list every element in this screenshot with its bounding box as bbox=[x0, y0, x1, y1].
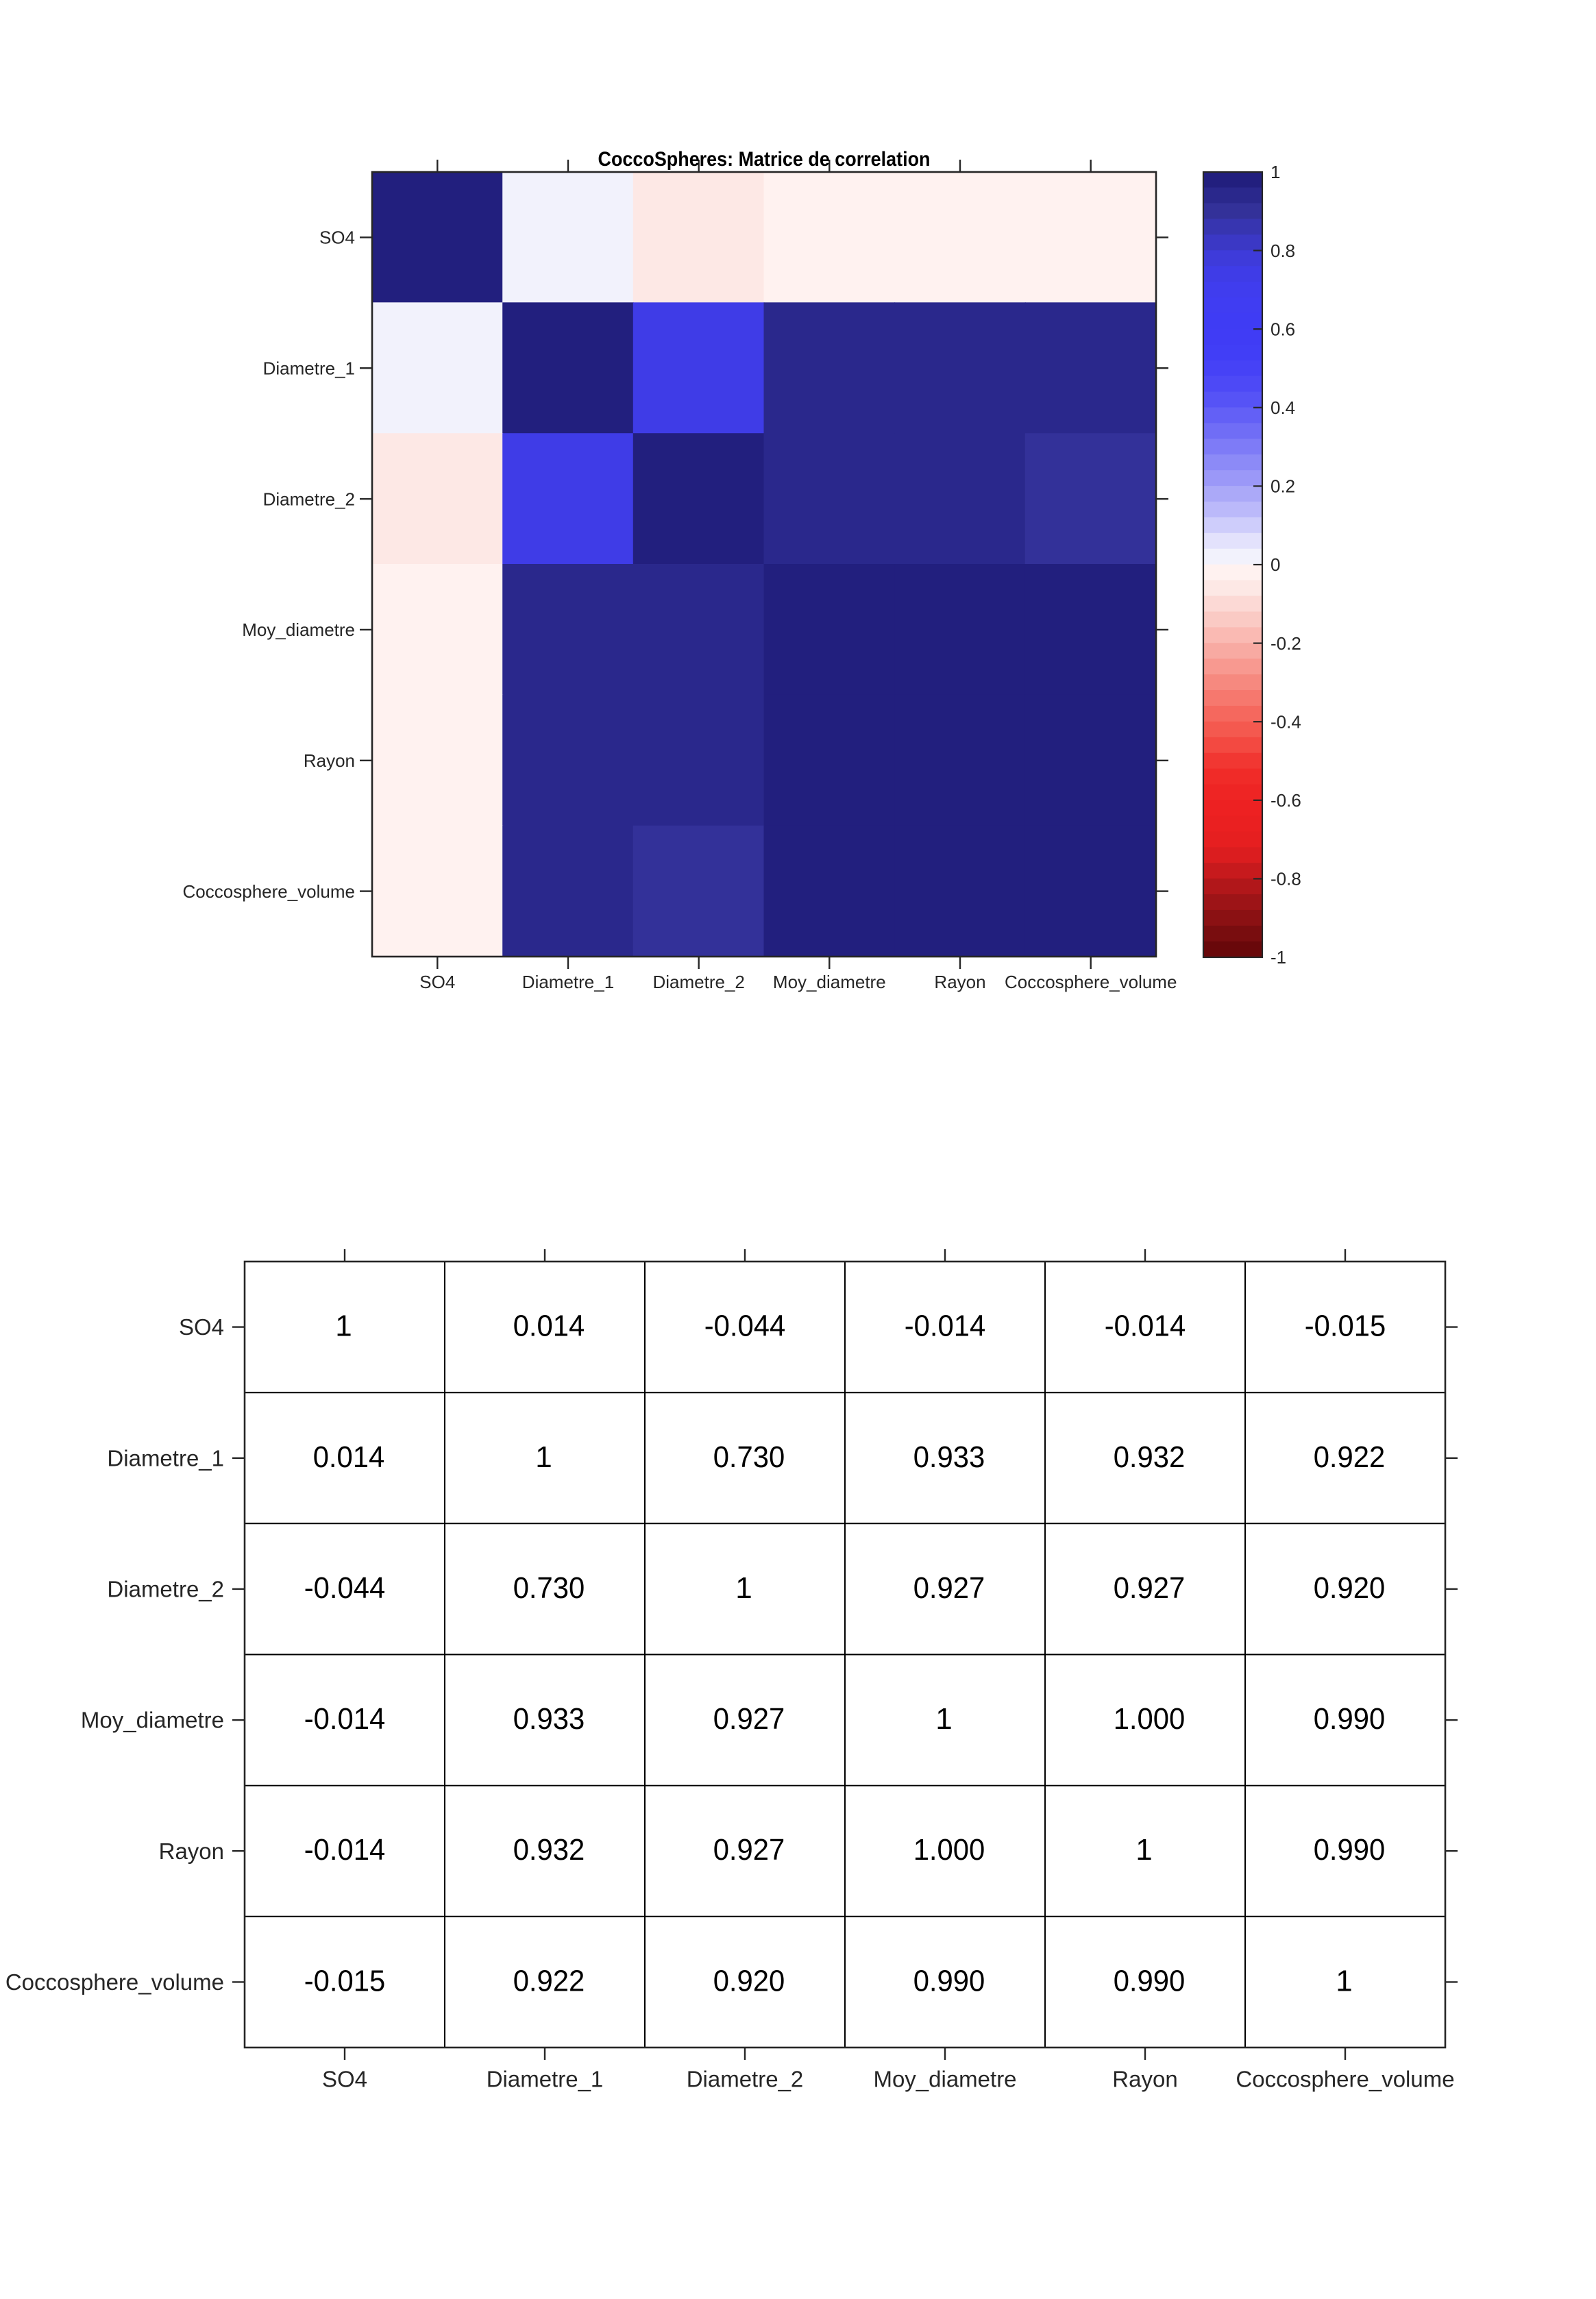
svg-text:Diametre_2: Diametre_2 bbox=[652, 972, 744, 992]
svg-text:0.927: 0.927 bbox=[713, 1833, 785, 1867]
svg-text:-0.8: -0.8 bbox=[1270, 869, 1301, 889]
svg-text:0.2: 0.2 bbox=[1270, 476, 1295, 497]
svg-text:Rayon: Rayon bbox=[304, 750, 355, 771]
svg-text:SO4: SO4 bbox=[322, 2067, 367, 2092]
svg-text:Moy_diametre: Moy_diametre bbox=[873, 2067, 1016, 2092]
svg-text:0.014: 0.014 bbox=[513, 1310, 585, 1343]
svg-text:1: 1 bbox=[1270, 162, 1280, 182]
svg-text:SO4: SO4 bbox=[179, 1314, 224, 1340]
svg-text:-0.015: -0.015 bbox=[304, 1964, 386, 1997]
svg-text:-0.014: -0.014 bbox=[905, 1310, 986, 1343]
svg-text:-0.2: -0.2 bbox=[1270, 633, 1301, 654]
svg-text:0.922: 0.922 bbox=[513, 1964, 585, 1997]
svg-text:0.8: 0.8 bbox=[1270, 241, 1295, 261]
svg-text:0.730: 0.730 bbox=[513, 1571, 585, 1605]
svg-text:0.922: 0.922 bbox=[1314, 1440, 1386, 1474]
svg-text:Coccosphere_volume: Coccosphere_volume bbox=[5, 1969, 224, 1995]
svg-text:SO4: SO4 bbox=[419, 972, 455, 992]
svg-text:-0.4: -0.4 bbox=[1270, 711, 1301, 732]
svg-text:CoccoSpheres: Matrice de corre: CoccoSpheres: Matrice de correlation bbox=[598, 148, 931, 171]
svg-text:Moy_diametre: Moy_diametre bbox=[242, 619, 355, 640]
svg-text:-0.014: -0.014 bbox=[304, 1702, 386, 1736]
svg-text:-0.6: -0.6 bbox=[1270, 790, 1301, 811]
svg-text:0.933: 0.933 bbox=[513, 1702, 585, 1736]
svg-text:0.927: 0.927 bbox=[713, 1702, 785, 1736]
svg-text:1: 1 bbox=[535, 1440, 552, 1474]
svg-text:Diametre_1: Diametre_1 bbox=[487, 2067, 604, 2092]
svg-text:0.014: 0.014 bbox=[313, 1440, 385, 1474]
svg-text:Coccosphere_volume: Coccosphere_volume bbox=[183, 881, 355, 902]
svg-text:0.932: 0.932 bbox=[513, 1833, 585, 1867]
svg-text:0.927: 0.927 bbox=[913, 1571, 985, 1605]
svg-text:1: 1 bbox=[935, 1702, 952, 1736]
svg-text:0.6: 0.6 bbox=[1270, 319, 1295, 339]
svg-text:Diametre_1: Diametre_1 bbox=[522, 972, 614, 992]
svg-text:-0.044: -0.044 bbox=[304, 1571, 386, 1605]
svg-text:Coccosphere_volume: Coccosphere_volume bbox=[1236, 2067, 1454, 2092]
svg-text:Rayon: Rayon bbox=[159, 1839, 224, 1864]
svg-text:1.000: 1.000 bbox=[1114, 1702, 1186, 1736]
svg-text:0.990: 0.990 bbox=[913, 1964, 985, 1997]
svg-text:Diametre_2: Diametre_2 bbox=[263, 489, 355, 509]
svg-text:0.4: 0.4 bbox=[1270, 397, 1295, 418]
svg-text:Moy_diametre: Moy_diametre bbox=[81, 1708, 224, 1733]
svg-text:Moy_diametre: Moy_diametre bbox=[773, 972, 886, 992]
svg-text:0.933: 0.933 bbox=[913, 1440, 985, 1474]
svg-text:Diametre_2: Diametre_2 bbox=[107, 1577, 224, 1602]
svg-text:-0.014: -0.014 bbox=[1105, 1310, 1186, 1343]
svg-text:-0.014: -0.014 bbox=[304, 1833, 386, 1867]
svg-text:-0.044: -0.044 bbox=[704, 1310, 786, 1343]
svg-text:0.730: 0.730 bbox=[713, 1440, 785, 1474]
svg-text:1.000: 1.000 bbox=[913, 1833, 985, 1867]
svg-text:0: 0 bbox=[1270, 554, 1280, 575]
svg-text:SO4: SO4 bbox=[319, 228, 355, 248]
svg-text:1: 1 bbox=[1135, 1833, 1152, 1867]
svg-text:0.990: 0.990 bbox=[1314, 1833, 1386, 1867]
svg-text:0.920: 0.920 bbox=[713, 1964, 785, 1997]
svg-text:1: 1 bbox=[735, 1571, 752, 1605]
svg-text:-0.015: -0.015 bbox=[1305, 1310, 1386, 1343]
svg-text:0.920: 0.920 bbox=[1314, 1571, 1386, 1605]
svg-text:Coccosphere_volume: Coccosphere_volume bbox=[1005, 972, 1177, 992]
svg-text:Diametre_1: Diametre_1 bbox=[107, 1445, 224, 1471]
svg-text:Diametre_2: Diametre_2 bbox=[687, 2067, 804, 2092]
svg-text:0.990: 0.990 bbox=[1114, 1964, 1186, 1997]
svg-text:Rayon: Rayon bbox=[934, 972, 985, 992]
svg-text:0.927: 0.927 bbox=[1114, 1571, 1186, 1605]
svg-text:-1: -1 bbox=[1270, 947, 1286, 968]
svg-text:0.932: 0.932 bbox=[1114, 1440, 1186, 1474]
svg-text:0.990: 0.990 bbox=[1314, 1702, 1386, 1736]
svg-text:Diametre_1: Diametre_1 bbox=[263, 358, 355, 378]
svg-text:Rayon: Rayon bbox=[1112, 2067, 1177, 2092]
svg-text:1: 1 bbox=[1336, 1964, 1352, 1997]
svg-text:1: 1 bbox=[335, 1310, 352, 1343]
